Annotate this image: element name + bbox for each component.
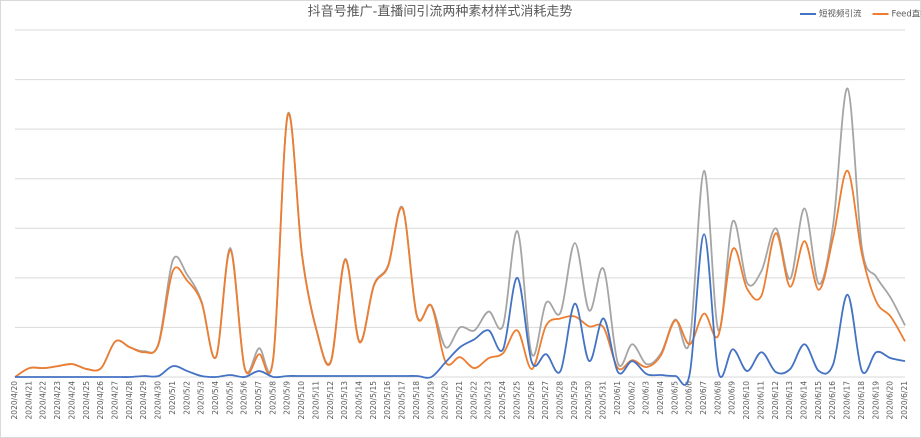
x-tick-label: 2020/4/25 [82,381,91,420]
x-tick-label: 2020/5/17 [398,381,407,420]
x-tick-label: 2020/6/10 [742,381,751,420]
x-tick-label: 2020/6/7 [699,381,708,415]
x-tick-label: 2020/4/30 [154,381,163,420]
x-tick-label: 2020/6/11 [756,381,765,420]
x-tick-label: 2020/6/20 [886,381,895,420]
x-tick-label: 2020/5/28 [555,381,564,420]
x-tick-label: 2020/6/2 [627,381,636,415]
x-tick-label: 2020/5/20 [441,381,450,420]
x-tick-label: 2020/5/30 [584,381,593,420]
x-tick-label: 2020/4/23 [53,381,62,420]
x-tick-label: 2020/5/31 [599,381,608,420]
x-tick-label: 2020/6/9 [728,381,737,415]
x-tick-label: 2020/5/19 [426,381,435,420]
x-tick-label: 2020/5/24 [498,381,507,420]
series-line [14,112,906,378]
x-tick-label: 2020/5/4 [211,381,220,415]
x-tick-label: 2020/4/24 [67,381,76,420]
x-tick-label: 2020/5/29 [570,381,579,420]
x-tick-label: 2020/5/25 [512,381,521,420]
x-tick-label: 2020/5/10 [297,381,306,420]
x-tick-label: 2020/5/7 [254,381,263,415]
legend-label: Feed直投 [892,9,921,20]
x-tick-label: 2020/5/12 [326,381,335,420]
x-tick-label: 2020/5/9 [283,381,292,415]
x-tick-label: 2020/6/19 [871,381,880,420]
x-tick-label: 2020/4/22 [39,381,48,420]
x-tick-label: 2020/6/5 [670,381,679,415]
x-tick-label: 2020/5/8 [268,381,277,415]
x-tick-label: 2020/5/27 [541,381,550,420]
x-tick-label: 2020/5/13 [340,381,349,420]
series-line [15,233,906,386]
x-tick-label: 2020/5/26 [527,381,536,420]
x-tick-label: 2020/5/6 [240,381,249,415]
x-tick-label: 2020/6/14 [800,381,809,420]
x-tick-label: 2020/6/1 [613,381,622,415]
x-tick-label: 2020/6/12 [771,381,780,420]
series-line [14,87,906,378]
x-tick-label: 2020/5/11 [311,381,320,420]
x-tick-label: 2020/6/8 [713,381,722,415]
x-tick-label: 2020/6/3 [642,381,651,415]
x-tick-label: 2020/6/15 [814,381,823,420]
x-tick-label: 2020/6/13 [785,381,794,420]
x-tick-label: 2020/5/21 [455,381,464,420]
x-tick-label: 2020/4/20 [10,381,19,420]
x-tick-label: 2020/6/17 [843,381,852,420]
x-tick-label: 2020/6/6 [685,381,694,415]
x-tick-label: 2020/5/14 [355,381,364,420]
x-tick-label: 2020/6/16 [828,381,837,420]
x-tick-label: 2020/4/29 [139,381,148,420]
x-tick-label: 2020/5/1 [168,381,177,415]
x-tick-label: 2020/5/23 [484,381,493,420]
x-tick-label: 2020/5/16 [383,381,392,420]
x-tick-label: 2020/6/21 [900,381,909,420]
x-tick-label: 2020/4/21 [24,381,33,420]
x-tick-label: 2020/4/28 [125,381,134,420]
x-tick-label: 2020/5/15 [369,381,378,420]
legend-label: 短视频引流 [819,9,862,20]
x-tick-label: 2020/5/3 [197,381,206,415]
x-tick-label: 2020/5/5 [225,381,234,415]
x-tick-label: 2020/5/2 [182,381,191,415]
chart-title: 抖音号推广-直播间引流两种素材样式消耗走势 [308,4,573,20]
x-tick-label: 2020/6/4 [656,381,665,415]
x-tick-label: 2020/5/18 [412,381,421,420]
x-tick-label: 2020/4/26 [96,381,105,420]
x-tick-label: 2020/4/27 [110,381,119,420]
x-tick-label: 2020/6/18 [857,381,866,420]
x-tick-label: 2020/5/22 [469,381,478,420]
